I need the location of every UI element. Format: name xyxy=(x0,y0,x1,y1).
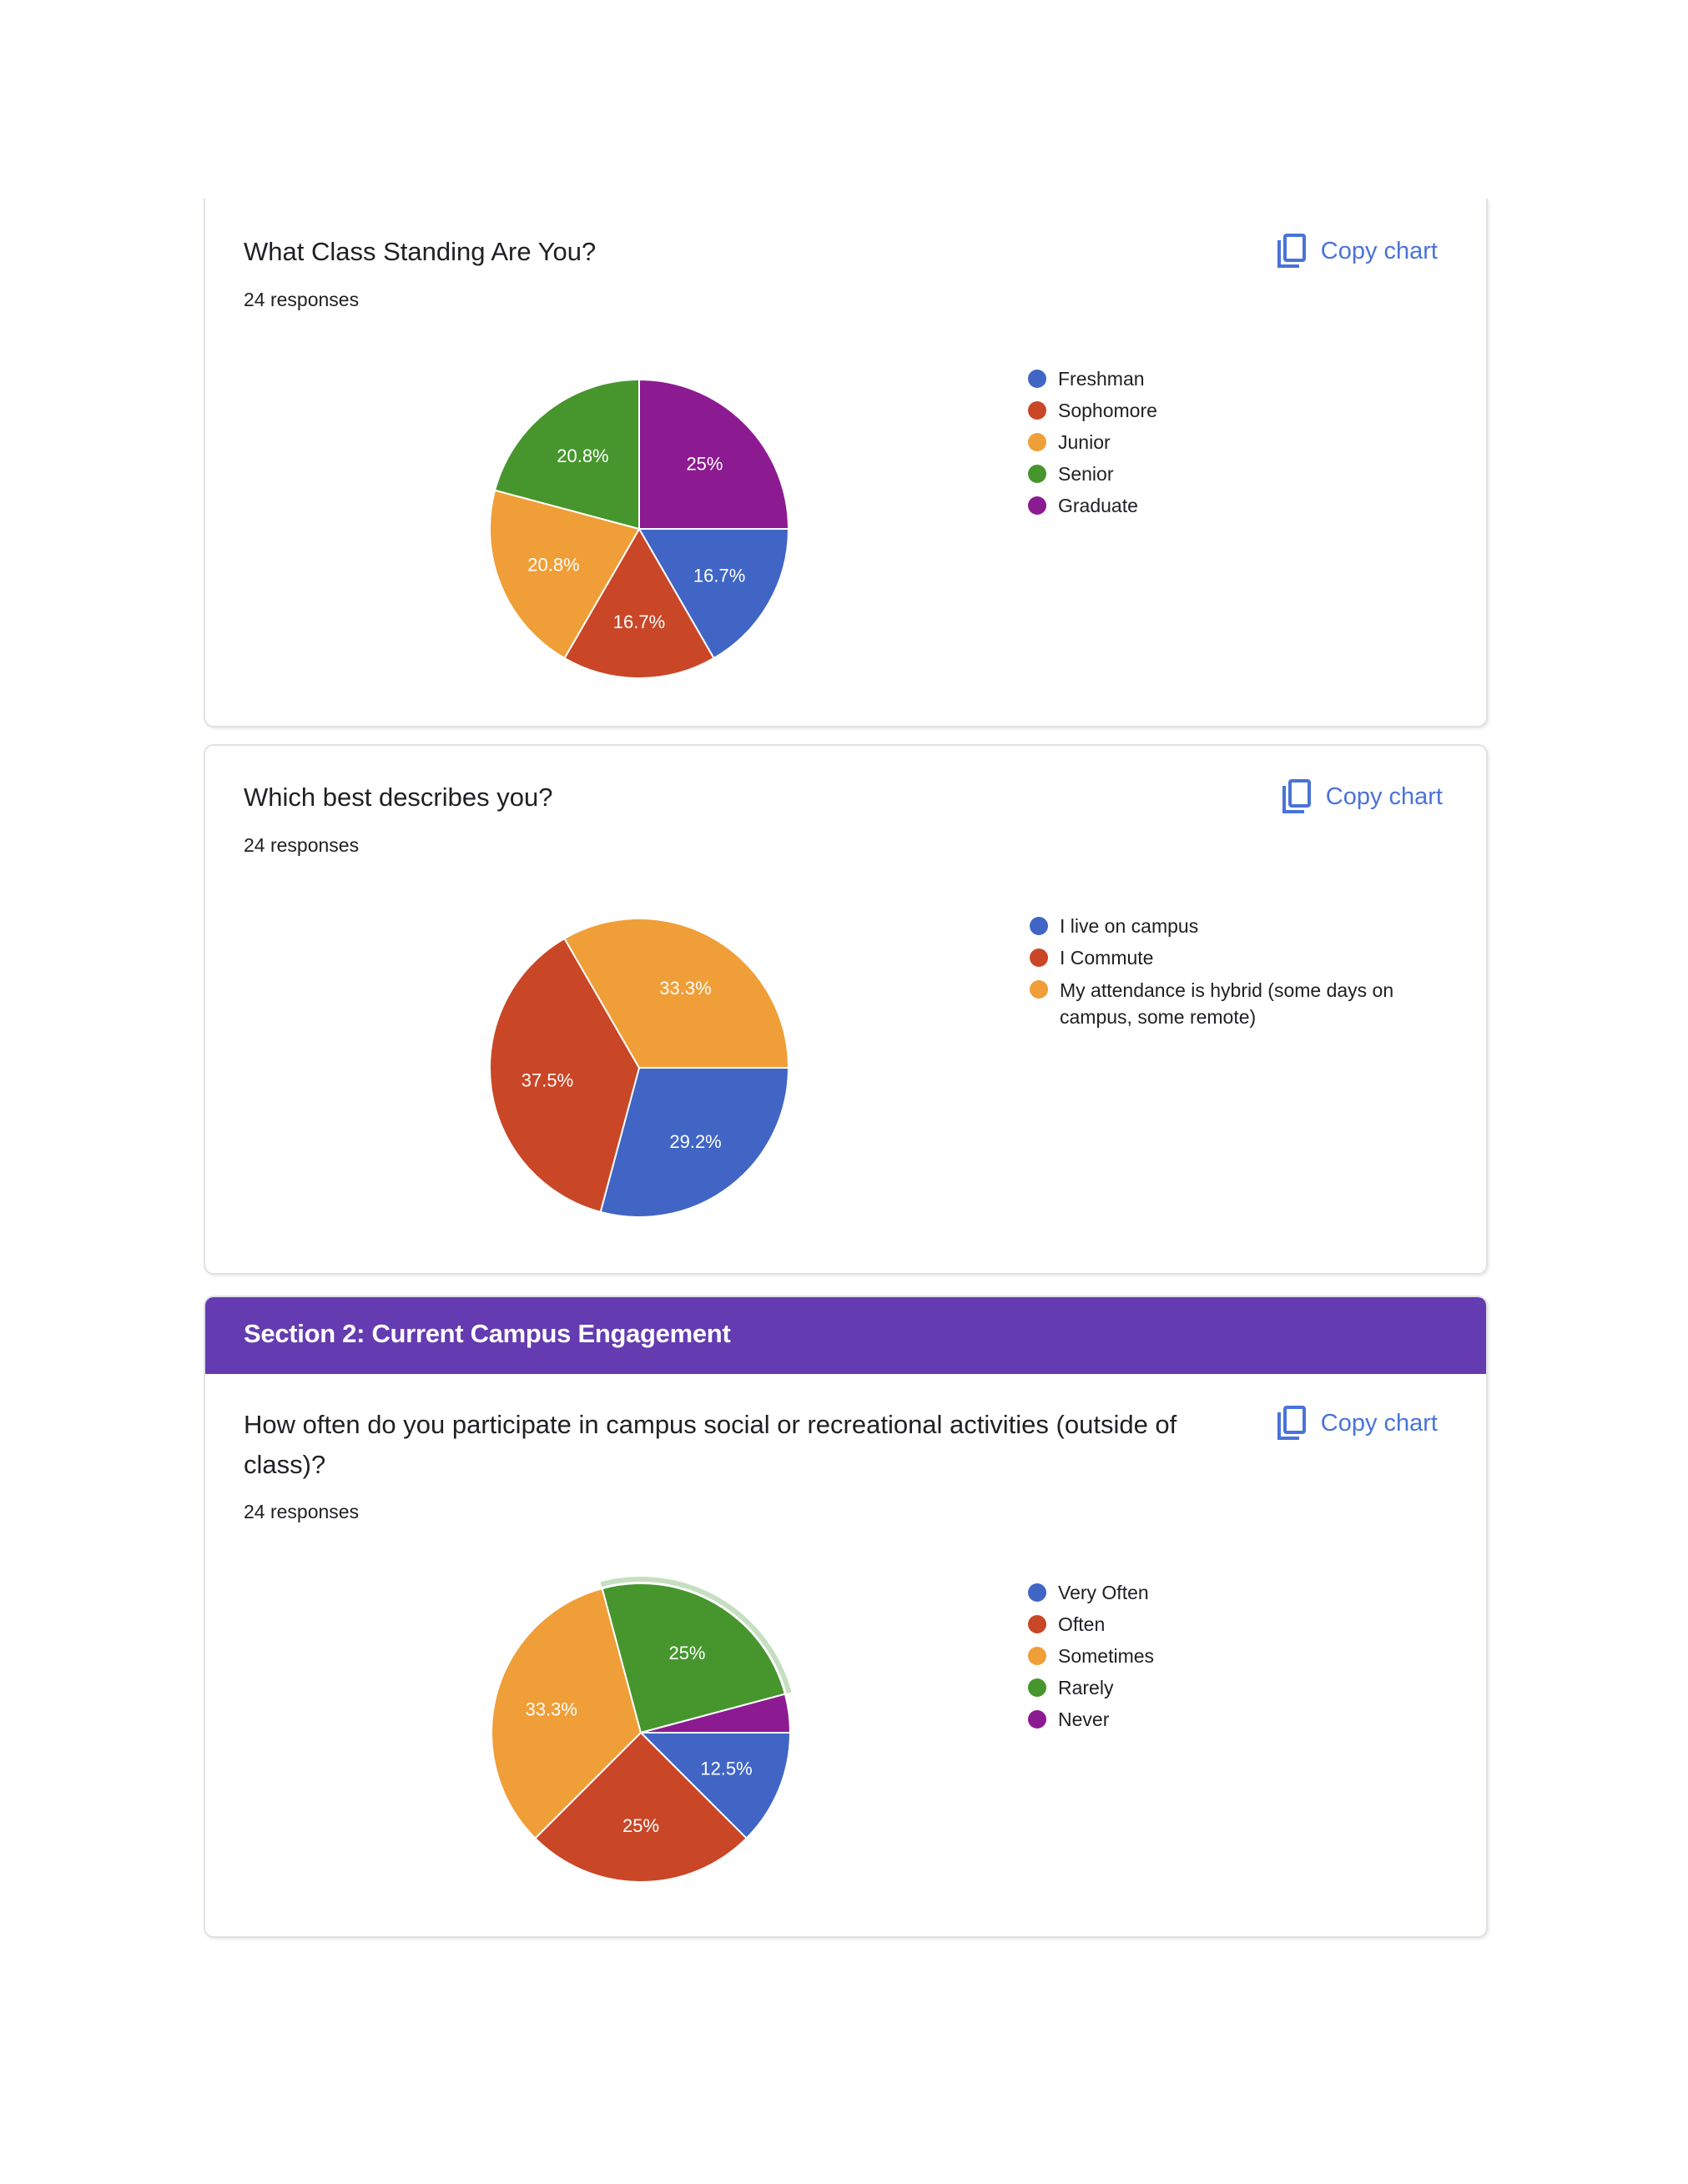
legend-dot-icon xyxy=(1028,496,1046,515)
legend-label: Sometimes xyxy=(1058,1645,1155,1667)
legend-item[interactable]: Sometimes xyxy=(1028,1643,1154,1675)
legend-item[interactable]: Often xyxy=(1028,1612,1154,1643)
legend-dot-icon xyxy=(1028,1678,1046,1697)
chart-legend: I live on campus I Commute My attendance i… xyxy=(1030,913,1413,1030)
chart-card-participation: Section 2: Current Campus Engagement How… xyxy=(204,1296,1488,1938)
pie-chart[interactable]: 12.5% 25% 33.3% 25% xyxy=(466,1557,816,1908)
slice-label: 20.8% xyxy=(557,445,608,466)
slice-label: 12.5% xyxy=(700,1758,752,1779)
legend-dot-icon xyxy=(1030,949,1048,967)
copy-chart-button[interactable]: Copy chart xyxy=(1276,234,1438,269)
response-count: 24 responses xyxy=(244,1501,360,1522)
question-title: What Class Standing Are You? xyxy=(244,237,597,266)
pie-slice-junior[interactable] xyxy=(489,489,641,660)
pie-slice-very-often[interactable] xyxy=(638,1732,792,1839)
legend-dot-icon xyxy=(1030,980,1048,999)
copy-icon xyxy=(1277,1406,1306,1440)
legend-label: Often xyxy=(1058,1613,1106,1635)
pie-slice-freshman[interactable] xyxy=(637,528,790,660)
legend-item[interactable]: I Commute xyxy=(1030,945,1413,977)
slice-label: 25% xyxy=(622,1815,659,1836)
legend-label: Very Often xyxy=(1058,1582,1149,1603)
slice-label: 20.8% xyxy=(527,554,579,575)
slice-label: 33.3% xyxy=(526,1698,577,1719)
response-count: 24 responses xyxy=(244,834,360,856)
legend-label: Junior xyxy=(1058,431,1111,453)
copy-chart-button[interactable]: Copy chart xyxy=(1281,779,1443,814)
slice-label: 16.7% xyxy=(613,611,665,632)
legend-dot-icon xyxy=(1028,465,1046,483)
legend-dot-icon xyxy=(1028,401,1046,420)
pie-slice-often[interactable] xyxy=(534,1731,748,1883)
chart-legend: Freshman Sophomore Junior Senior Graduate xyxy=(1028,366,1157,525)
legend-item[interactable]: My attendance is hybrid (some days on ca… xyxy=(1030,977,1413,1030)
legend-dot-icon xyxy=(1028,1583,1046,1602)
legend-dot-icon xyxy=(1028,1615,1046,1633)
section-title: Section 2: Current Campus Engagement xyxy=(244,1319,731,1348)
legend-label: I live on campus xyxy=(1060,915,1199,937)
legend-label: My attendance is hybrid (some days on ca… xyxy=(1060,979,1394,1028)
legend-item[interactable]: Graduate xyxy=(1028,493,1157,525)
legend-item[interactable]: Rarely xyxy=(1028,1675,1154,1707)
legend-item[interactable]: I live on campus xyxy=(1030,913,1413,945)
copy-chart-label: Copy chart xyxy=(1320,237,1438,264)
legend-item[interactable]: Senior xyxy=(1028,461,1157,493)
slice-label: 37.5% xyxy=(522,1069,573,1090)
legend-dot-icon xyxy=(1028,433,1046,451)
legend-dot-icon xyxy=(1028,1710,1046,1729)
pie-slice-rarely[interactable] xyxy=(601,1583,787,1734)
chart-card-class-standing: What Class Standing Are You? 24 response… xyxy=(204,199,1488,727)
pie-chart[interactable]: 16.7% 16.7% 20.8% 20.8% 25% xyxy=(464,354,814,704)
legend-item[interactable]: Sophomore xyxy=(1028,398,1157,430)
pie-slice-graduate[interactable] xyxy=(638,378,790,530)
slice-label: 25% xyxy=(686,454,723,475)
pie-chart[interactable]: 29.2% 37.5% 33.3% xyxy=(464,893,814,1243)
copy-chart-label: Copy chart xyxy=(1320,1409,1438,1437)
legend-label: I Commute xyxy=(1060,947,1154,969)
pie-slice-sometimes[interactable] xyxy=(491,1587,642,1839)
legend-item[interactable]: Freshman xyxy=(1028,366,1157,398)
legend-item[interactable]: Never xyxy=(1028,1707,1154,1739)
legend-label: Freshman xyxy=(1058,368,1145,390)
question-title: How often do you participate in campus s… xyxy=(244,1410,1177,1479)
slice-label: 29.2% xyxy=(669,1131,721,1152)
legend-item[interactable]: Junior xyxy=(1028,430,1157,461)
section-header: Section 2: Current Campus Engagement xyxy=(205,1297,1486,1374)
chart-legend: Very Often Often Sometimes Rarely Never xyxy=(1028,1580,1154,1739)
legend-label: Sophomore xyxy=(1058,400,1157,421)
legend-dot-icon xyxy=(1028,1647,1046,1665)
copy-icon xyxy=(1282,779,1311,813)
copy-chart-button[interactable]: Copy chart xyxy=(1276,1406,1438,1441)
legend-label: Never xyxy=(1058,1708,1110,1730)
slice-label: 25% xyxy=(668,1643,705,1663)
slice-label: 33.3% xyxy=(659,978,711,999)
pie-slice-sophomore[interactable] xyxy=(563,526,715,679)
legend-label: Senior xyxy=(1058,463,1114,485)
question-title: Which best describes you? xyxy=(244,783,553,812)
response-count: 24 responses xyxy=(244,289,360,310)
legend-label: Graduate xyxy=(1058,495,1138,516)
pie-slice-senior[interactable] xyxy=(493,378,640,531)
legend-item[interactable]: Very Often xyxy=(1028,1580,1154,1612)
legend-label: Rarely xyxy=(1058,1677,1114,1698)
pie-slice-i-live-on-campus[interactable] xyxy=(599,1067,790,1218)
copy-chart-label: Copy chart xyxy=(1325,783,1443,810)
slice-label: 16.7% xyxy=(693,565,745,586)
pie-slice-never[interactable] xyxy=(640,1693,792,1734)
pie-slice-i-commute[interactable] xyxy=(489,937,641,1214)
pie-slice-my-attendance-is-hybrid-some-d[interactable] xyxy=(563,918,790,1069)
legend-dot-icon xyxy=(1030,917,1048,935)
chart-card-describes-you: Which best describes you? 24 responses C… xyxy=(204,744,1488,1275)
legend-dot-icon xyxy=(1028,370,1046,388)
copy-icon xyxy=(1277,234,1306,268)
